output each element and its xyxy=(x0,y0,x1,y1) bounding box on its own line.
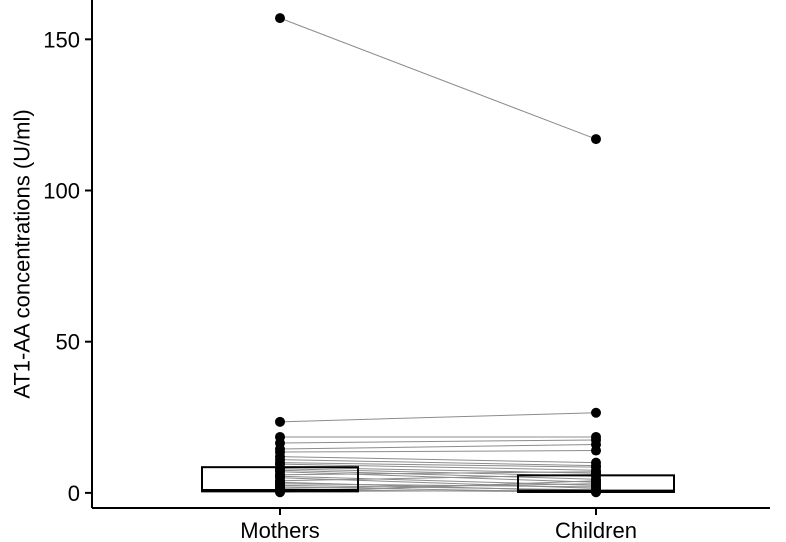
pair-line xyxy=(279,475,597,486)
point-children xyxy=(591,134,601,145)
boxes xyxy=(201,466,675,493)
y-tick-label: 150 xyxy=(43,27,80,52)
point-children xyxy=(591,475,601,486)
pair-line xyxy=(279,450,597,453)
pair-line xyxy=(279,462,597,468)
y-tick-label: 100 xyxy=(43,179,80,204)
point-mothers xyxy=(275,487,285,498)
y-tick-label: 0 xyxy=(68,481,80,506)
pair-line xyxy=(279,444,597,450)
y-axis-title: AT1-AA concentrations (U/ml) xyxy=(10,109,35,398)
point-children xyxy=(591,485,601,496)
pair-line xyxy=(279,439,597,444)
pair-line xyxy=(279,469,597,480)
y-ticks: 0 50 100 150 xyxy=(43,27,92,506)
point-mothers xyxy=(275,416,285,427)
pair-line xyxy=(279,484,597,491)
point-children xyxy=(591,445,601,456)
x-tick-label: Mothers xyxy=(240,518,319,542)
pair-line xyxy=(279,456,597,464)
pair-lines xyxy=(279,17,597,493)
pair-line xyxy=(279,412,597,423)
points xyxy=(275,13,601,498)
x-ticks: Mothers Children xyxy=(240,508,637,542)
pair-line xyxy=(279,17,597,140)
pair-line xyxy=(279,471,597,483)
point-children xyxy=(591,407,601,418)
pair-line xyxy=(279,459,597,467)
y-tick-label: 50 xyxy=(56,330,80,355)
pair-line xyxy=(279,463,597,471)
point-mothers xyxy=(275,13,285,24)
pair-line xyxy=(279,471,597,476)
x-tick-label: Children xyxy=(555,518,637,542)
axes xyxy=(91,0,770,509)
pair-line xyxy=(279,483,597,488)
